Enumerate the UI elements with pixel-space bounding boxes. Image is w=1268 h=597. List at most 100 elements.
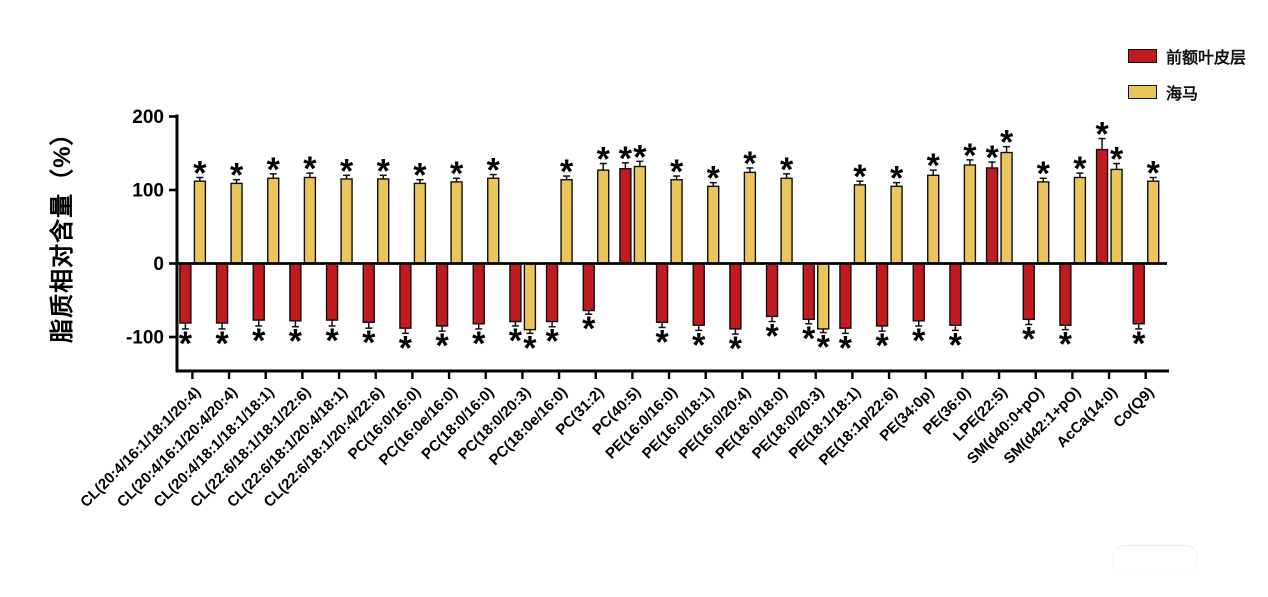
sig-star-hippocampus-2: * [267, 151, 281, 189]
sig-star-cortex-16: * [765, 318, 779, 356]
bar-hippocampus-10 [560, 179, 573, 265]
bar-hippocampus-23 [1037, 181, 1050, 265]
sig-star-cortex-14: * [692, 326, 706, 364]
bar-hippocampus-15 [743, 171, 757, 265]
bar-hippocampus-13 [670, 179, 683, 265]
bar-hippocampus-2 [267, 177, 280, 265]
bar-hippocampus-24 [1073, 176, 1087, 265]
bar-hippocampus-25 [1110, 168, 1123, 265]
sig-star-hippocampus-3: * [303, 150, 317, 188]
y-tick-label-0: 0 [153, 254, 164, 275]
sig-star-cortex-9: * [509, 322, 523, 360]
bar-cortex-24 [1059, 262, 1072, 326]
legend-item-hippocampus: 海马 [1128, 80, 1246, 104]
sig-star-hippocampus-20: * [927, 147, 941, 185]
sig-star-hippocampus-23: * [1037, 155, 1051, 193]
sig-star-cortex-17: * [802, 320, 816, 358]
bar-hippocampus-21 [963, 164, 977, 265]
sig-star-hippocampus-18: * [853, 158, 867, 196]
bar-hippocampus-20 [927, 174, 940, 265]
bar-cortex-11 [582, 262, 595, 312]
bar-cortex-19 [875, 262, 889, 327]
bar-hippocampus-26 [1147, 180, 1160, 265]
legend-item-prefrontal-cortex: 前额叶皮层 [1128, 44, 1246, 68]
bar-hippocampus-12 [633, 165, 647, 265]
prefrontal-cortex-swatch-icon [1128, 49, 1157, 63]
bar-hippocampus-14 [707, 185, 720, 265]
sig-star-hippocampus-4: * [340, 152, 354, 190]
bar-cortex-23 [1022, 262, 1035, 321]
sig-star-hippocampus-21: * [963, 137, 977, 175]
bar-cortex-20 [912, 262, 925, 322]
sig-star-hippocampus-8: * [487, 152, 501, 190]
bar-cortex-7 [435, 262, 449, 327]
bar-cortex-18 [839, 262, 852, 329]
bar-cortex-4 [325, 262, 339, 321]
sig-star-cortex-26: * [1132, 325, 1146, 363]
sig-star-cortex-3: * [289, 323, 303, 361]
sig-star-cortex-2: * [252, 322, 266, 360]
bar-cortex-1 [215, 262, 229, 324]
bar-hippocampus-22 [1000, 151, 1013, 265]
bar-cortex-5 [362, 262, 375, 323]
bar-hippocampus-7 [450, 181, 463, 265]
sig-star-hippocampus-1: * [230, 157, 244, 195]
y-axis-title: 脂质相对含量（%） [48, 121, 76, 343]
bar-cortex-2 [252, 262, 265, 321]
sig-star-cortex-20: * [912, 322, 926, 360]
sig-star-cortex-12: * [619, 140, 633, 178]
sig-star-hippocampus-14: * [707, 160, 721, 198]
sig-star-hippocampus-9: * [523, 329, 537, 367]
legend-label-prefrontal-cortex: 前额叶皮层 [1166, 50, 1247, 67]
sig-star-cortex-13: * [655, 323, 669, 361]
sig-star-cortex-4: * [325, 322, 339, 360]
sig-star-cortex-8: * [472, 325, 486, 363]
sig-star-cortex-25: * [1095, 116, 1109, 154]
bar-hippocampus-16 [780, 177, 793, 265]
sig-star-cortex-19: * [875, 327, 889, 365]
sig-star-cortex-15: * [729, 330, 743, 368]
ghost-button[interactable] [1112, 545, 1198, 574]
bar-cortex-16 [765, 262, 779, 318]
sig-star-hippocampus-26: * [1147, 155, 1161, 193]
y-tick-label-200: 200 [132, 107, 164, 128]
x-label-26: Co(Q9) [1110, 384, 1157, 431]
sig-star-hippocampus-6: * [413, 157, 427, 195]
bar-hippocampus-5 [377, 178, 390, 265]
bar-cortex-9 [509, 262, 522, 323]
bar-hippocampus-1 [230, 182, 243, 265]
bar-cortex-13 [655, 262, 669, 323]
bar-cortex-14 [692, 262, 705, 326]
sig-star-hippocampus-15: * [743, 145, 757, 183]
bar-cortex-17 [802, 262, 815, 321]
hippocampus-swatch-icon [1128, 85, 1157, 99]
bar-hippocampus-6 [413, 182, 427, 265]
bar-cortex-22 [985, 167, 999, 265]
bar-hippocampus-19 [890, 185, 903, 265]
sig-star-hippocampus-25: * [1110, 141, 1124, 179]
sig-star-cortex-5: * [362, 324, 376, 362]
sig-star-hippocampus-17: * [817, 329, 831, 367]
sig-star-hippocampus-22: * [1000, 124, 1014, 162]
sig-star-cortex-7: * [435, 327, 449, 365]
sig-star-hippocampus-0: * [193, 155, 207, 193]
bar-hippocampus-11 [597, 169, 610, 265]
sig-star-cortex-22: * [985, 139, 999, 177]
chart-legend: 前额叶皮层 海马 [1128, 44, 1246, 116]
sig-star-hippocampus-19: * [890, 160, 904, 198]
sig-star-cortex-1: * [215, 325, 229, 363]
bar-hippocampus-18 [853, 184, 867, 265]
legend-label-hippocampus: 海马 [1166, 86, 1199, 103]
bar-hippocampus-9 [523, 262, 537, 331]
bar-hippocampus-8 [487, 177, 500, 265]
bar-cortex-3 [289, 262, 302, 322]
sig-star-hippocampus-12: * [633, 138, 647, 176]
bar-cortex-6 [399, 262, 412, 329]
sig-star-hippocampus-5: * [377, 152, 391, 190]
sig-star-hippocampus-13: * [670, 153, 684, 191]
sig-star-cortex-0: * [179, 325, 193, 363]
sig-star-cortex-11: * [582, 310, 596, 348]
bar-cortex-25 [1095, 148, 1109, 265]
bar-cortex-26 [1132, 262, 1145, 325]
